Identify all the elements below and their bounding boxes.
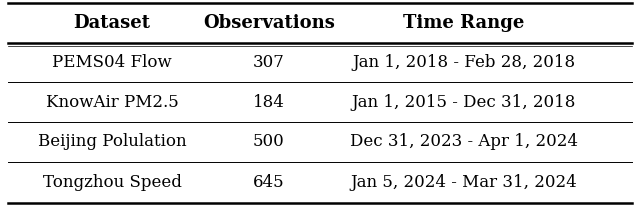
Text: 500: 500 [253,133,285,151]
Text: Beijing Polulation: Beijing Polulation [38,133,186,151]
Text: Jan 1, 2018 - Feb 28, 2018: Jan 1, 2018 - Feb 28, 2018 [353,54,575,71]
Text: 184: 184 [253,94,285,110]
Text: KnowAir PM2.5: KnowAir PM2.5 [45,94,179,110]
Text: Jan 1, 2015 - Dec 31, 2018: Jan 1, 2015 - Dec 31, 2018 [352,94,576,110]
Text: 307: 307 [253,54,285,71]
Text: Dataset: Dataset [74,14,150,32]
Text: 645: 645 [253,174,285,191]
Text: Dec 31, 2023 - Apr 1, 2024: Dec 31, 2023 - Apr 1, 2024 [350,133,578,151]
Text: Jan 5, 2024 - Mar 31, 2024: Jan 5, 2024 - Mar 31, 2024 [351,174,577,191]
Text: Time Range: Time Range [403,14,525,32]
Text: PEMS04 Flow: PEMS04 Flow [52,54,172,71]
Text: Observations: Observations [203,14,335,32]
Text: Tongzhou Speed: Tongzhou Speed [43,174,181,191]
